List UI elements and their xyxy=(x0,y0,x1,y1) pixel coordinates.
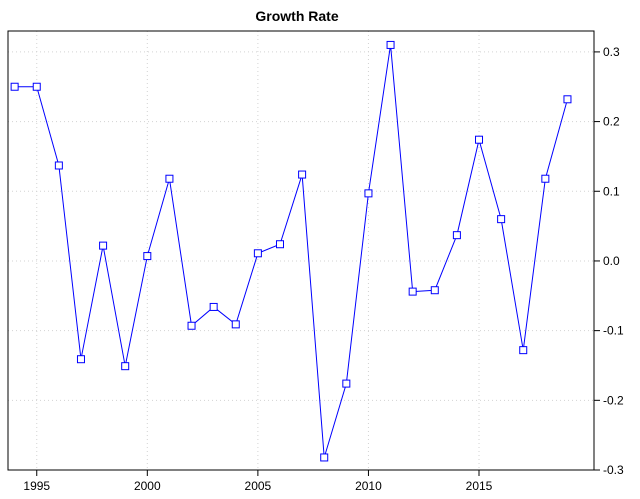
data-point-marker xyxy=(231,320,240,329)
y-tick-label: -0.1 xyxy=(603,324,624,338)
data-point-marker xyxy=(187,321,196,330)
data-point-marker xyxy=(10,82,19,91)
data-point-marker xyxy=(298,170,307,179)
data-point-marker xyxy=(54,161,63,170)
data-point-marker xyxy=(541,174,550,183)
y-tick-label: -0.2 xyxy=(603,393,624,407)
data-point-marker xyxy=(165,174,174,183)
data-point-marker xyxy=(408,287,417,296)
data-point-marker xyxy=(342,379,351,388)
data-point-marker xyxy=(563,95,572,104)
data-point-marker xyxy=(253,249,262,258)
data-point-marker xyxy=(386,40,395,49)
x-tick-label: 2000 xyxy=(134,479,161,493)
data-point-marker xyxy=(364,189,373,198)
data-point-marker xyxy=(519,346,528,355)
data-point-marker xyxy=(143,252,152,261)
data-point-marker xyxy=(121,362,130,371)
data-point-marker xyxy=(76,355,85,364)
y-tick-label: 0.0 xyxy=(603,254,620,268)
data-point-marker xyxy=(430,286,439,295)
data-point-marker xyxy=(99,241,108,250)
y-tick-label: 0.3 xyxy=(603,45,620,59)
series-growth-rate xyxy=(10,40,572,462)
data-point-marker xyxy=(320,453,329,462)
data-point-marker xyxy=(209,302,218,311)
x-tick-label: 2015 xyxy=(466,479,493,493)
x-tick-label: 2010 xyxy=(355,479,382,493)
y-tick-label: 0.1 xyxy=(603,184,620,198)
x-tick-label: 2005 xyxy=(245,479,272,493)
data-point-marker xyxy=(452,231,461,240)
y-tick-label: -0.3 xyxy=(603,463,624,477)
data-point-marker xyxy=(275,240,284,249)
data-point-marker xyxy=(497,215,506,224)
chart-title: Growth Rate xyxy=(255,8,338,24)
axes: 1995 2000 2005 2010 2015 -0.3 -0.2 -0.1 0.0 0.1 0.… xyxy=(7,30,624,493)
y-tick-label: 0.2 xyxy=(603,115,620,129)
series-line xyxy=(14,44,568,458)
data-point-marker xyxy=(32,82,41,91)
plot-frame xyxy=(7,30,595,471)
data-point-marker xyxy=(475,135,484,144)
x-tick-label: 1995 xyxy=(23,479,50,493)
